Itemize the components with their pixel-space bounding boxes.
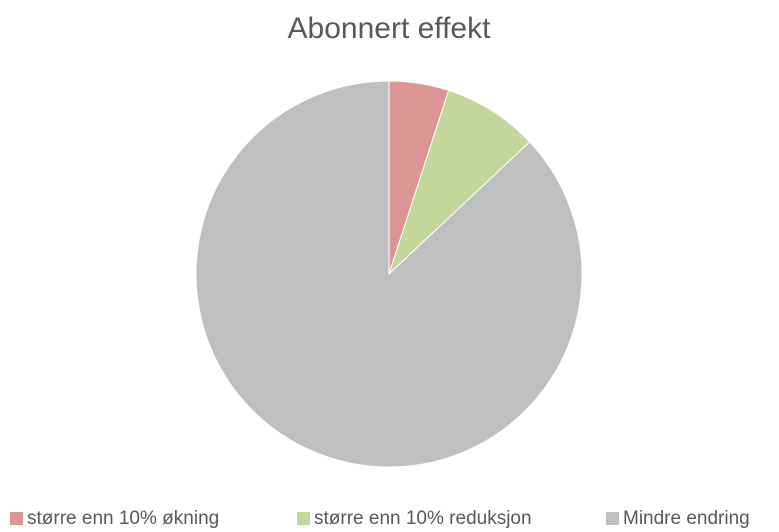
legend-label: større enn 10% reduksjon [314, 508, 532, 529]
chart-title: Abonnert effekt [288, 12, 492, 45]
legend-label: større enn 10% økning [27, 508, 219, 529]
legend-label: Mindre endring [623, 508, 750, 529]
legend-swatch [10, 512, 23, 525]
pie-slice [388, 89, 531, 275]
legend-swatch [606, 512, 619, 525]
pie-slice [195, 80, 583, 468]
legend-swatch [297, 512, 310, 525]
